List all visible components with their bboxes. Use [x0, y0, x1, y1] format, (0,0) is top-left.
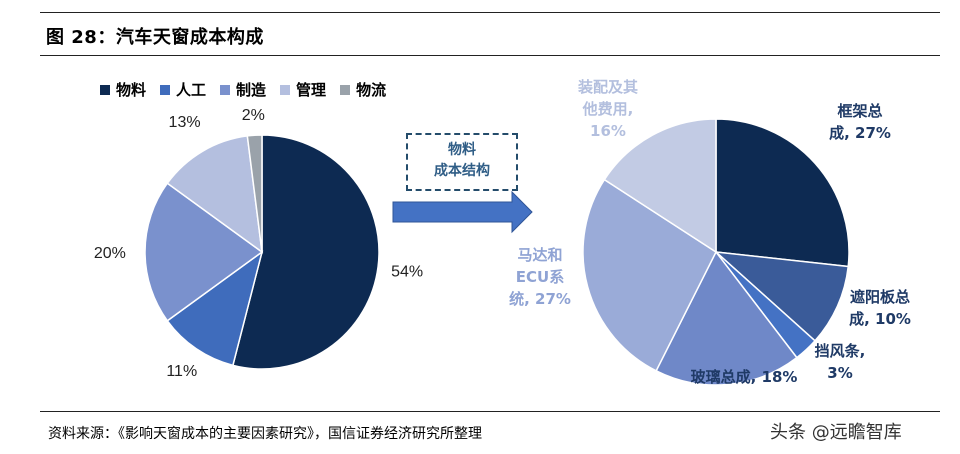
material-cost-box: 物料 成本结构 — [406, 133, 518, 191]
left-pie-value-label-0: 54% — [391, 263, 423, 280]
left-pie-slice-0 — [231, 134, 380, 370]
left-pie-slice-1 — [166, 250, 264, 367]
left-pie-legend: 物料 人工 制造 管理 物流 — [100, 79, 386, 100]
left-pie-value-label-1: 11% — [166, 363, 197, 380]
legend-item-4: 物流 — [340, 79, 386, 100]
legend-label-3: 管理 — [296, 81, 327, 99]
figure-title: 图 28：汽车天窗成本构成 — [46, 27, 264, 48]
legend-swatch-1 — [160, 84, 171, 95]
legend-swatch-0 — [100, 84, 110, 95]
right-pie-slice-1 — [713, 251, 850, 342]
footer-divider — [40, 411, 940, 412]
left-pie: 54% 11% 20% 13% 2% — [94, 107, 423, 380]
left-pie-slice-3 — [166, 135, 263, 254]
material-cost-box-line2: 成本结构 — [434, 163, 490, 179]
right-pie-value-label-2: 挡风条, 3% — [814, 342, 866, 382]
right-pie-slice-0 — [715, 118, 850, 268]
right-pie-value-label-1: 遮阳板总 成, 10% — [849, 288, 911, 328]
legend-item-1: 人工 — [160, 79, 206, 100]
figure-title-bar: 图 28：汽车天窗成本构成 — [40, 12, 940, 57]
right-pie-value-label-4: 马达和 ECU系 统, 27% — [509, 246, 571, 308]
right-pie-value-label-0: 框架总 成, 27% — [829, 102, 891, 142]
source-note: 资料来源：《影响天窗成本的主要因素研究》，国信证券经济研究所整理 — [48, 426, 482, 442]
left-pie-slice-2 — [144, 182, 264, 322]
left-pie-value-label-2: 20% — [94, 245, 126, 262]
left-pie-value-label-3: 13% — [169, 114, 201, 131]
left-pie-value-label-4: 2% — [242, 107, 265, 124]
left-pie-slice-4 — [246, 134, 263, 253]
legend-item-3: 管理 — [280, 79, 326, 100]
legend-label-4: 物流 — [356, 81, 387, 99]
arrow-shape — [392, 190, 533, 234]
legend-item-0: 物料 — [100, 79, 146, 100]
right-pie — [582, 118, 850, 386]
material-cost-box-line1: 物料 — [448, 142, 476, 158]
right-pie-slice-4 — [582, 178, 717, 372]
legend-label-2: 制造 — [236, 81, 267, 99]
legend-swatch-3 — [280, 84, 291, 95]
right-pie-slice-5 — [603, 118, 717, 254]
legend-swatch-4 — [340, 84, 351, 95]
legend-label-1: 人工 — [176, 81, 207, 99]
watermark: 头条 @远瞻智库 — [770, 422, 902, 443]
legend-item-2: 制造 — [220, 79, 266, 100]
right-pie-value-label-3: 玻璃总成, 18% — [690, 368, 798, 386]
title-divider — [40, 55, 940, 56]
legend-swatch-2 — [220, 84, 231, 95]
legend-label-0: 物料 — [116, 81, 147, 99]
right-pie-value-label-5: 装配及其 他费用, 16% — [577, 78, 639, 140]
right-pie-slice-3 — [655, 250, 798, 386]
